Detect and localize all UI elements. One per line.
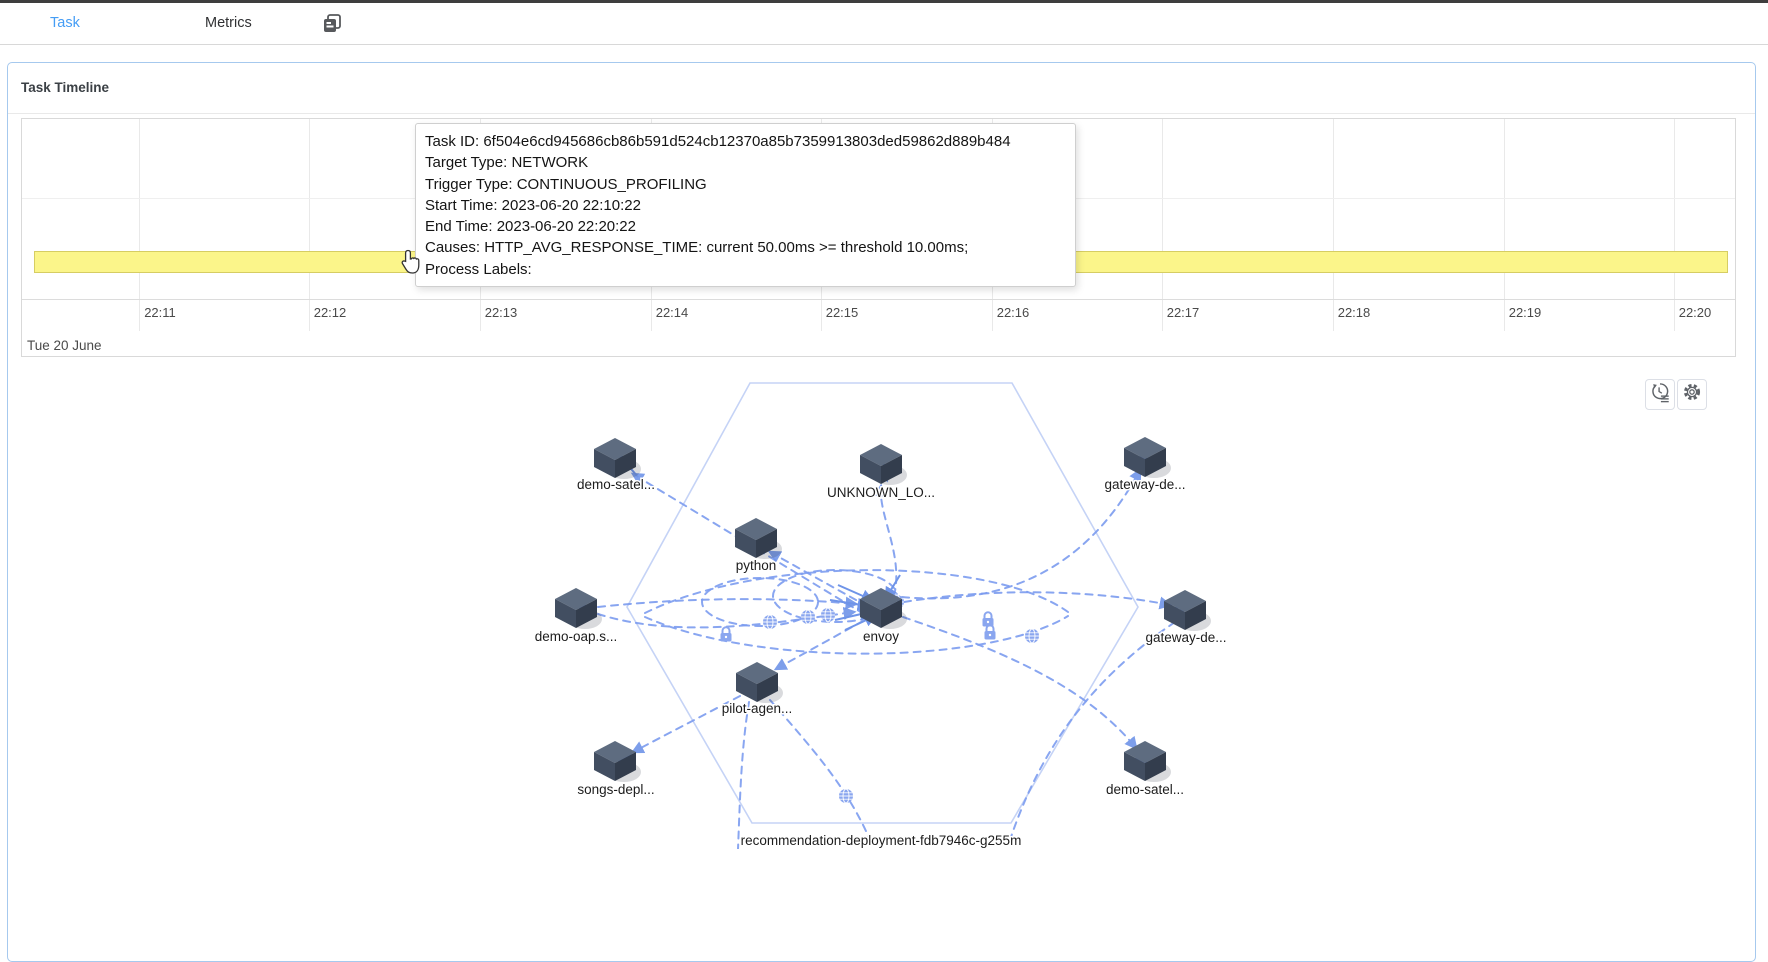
globe-icon: [838, 788, 854, 804]
tooltip-start-time: Start Time: 2023-06-20 22:10:22: [425, 196, 641, 214]
topology-edges: [597, 467, 1176, 849]
node-label: demo-satel...: [577, 477, 655, 492]
tooltip-task-id: Task ID: 6f504e6cd945686cb86b591d524cb12…: [425, 133, 1011, 150]
node-songs-deployment[interactable]: [594, 741, 641, 782]
topology-history-button[interactable]: [1645, 379, 1675, 410]
node-gateway-tr[interactable]: [1124, 437, 1171, 478]
axis-date-label: Tue 20 June: [27, 338, 102, 353]
node-label-recommendation: recommendation-deployment-fdb7946c-g255m: [741, 833, 1022, 848]
tooltip-end-time: End Time: 2023-06-20 22:20:22: [425, 218, 636, 236]
gridline: [1162, 119, 1163, 331]
service-boundary-hexagon: [626, 382, 1139, 824]
tab-metrics[interactable]: Metrics: [205, 15, 252, 31]
node-label: envoy: [863, 629, 899, 644]
hand-cursor-icon: [400, 249, 422, 280]
panel-divider: [8, 113, 1755, 114]
gridline: [139, 119, 140, 331]
axis-tick: 22:13: [484, 305, 518, 320]
gear-icon: [1681, 381, 1703, 408]
node-demo-oap[interactable]: [555, 588, 602, 629]
gridline: [1674, 119, 1675, 331]
gridline: [1504, 119, 1505, 331]
node-label: pilot-agen...: [722, 701, 793, 716]
axis-tick: 22:18: [1337, 305, 1371, 320]
node-label: python: [736, 558, 777, 573]
window-top-edge: [0, 0, 1768, 3]
axis-tick: 22:17: [1166, 305, 1200, 320]
tab-task[interactable]: Task: [50, 15, 80, 31]
axis-tick: 22:15: [825, 305, 859, 320]
globe-icon: [762, 614, 778, 630]
axis-tick: 22:20: [1678, 305, 1712, 320]
node-label: gateway-de...: [1145, 630, 1226, 645]
tooltip-target-type: Target Type: NETWORK: [425, 154, 589, 172]
node-envoy[interactable]: [860, 588, 907, 629]
lock-icon: [983, 624, 997, 641]
time-axis-line: [22, 299, 1735, 300]
history-icon: [1649, 381, 1671, 408]
node-pilot-agent[interactable]: [736, 662, 783, 703]
tooltip-process-labels: Process Labels:: [425, 260, 532, 278]
axis-tick: 22:14: [655, 305, 689, 320]
globe-icon: [800, 609, 816, 625]
lock-icon: [719, 626, 733, 643]
node-label: gateway-de...: [1104, 477, 1185, 492]
node-demo-satel-tl[interactable]: [594, 438, 641, 479]
axis-tick: 22:19: [1508, 305, 1542, 320]
node-python[interactable]: [735, 518, 782, 559]
node-label: demo-oap.s...: [535, 629, 618, 644]
topology-node-labels: demo-satel... UNKNOWN_LO... gateway-de..…: [533, 476, 1228, 850]
node-demo-satel-br[interactable]: [1124, 741, 1171, 782]
globe-icon: [820, 607, 836, 623]
task-tooltip: Task ID: 6f504e6cd945686cb86b591d524cb12…: [415, 123, 1076, 287]
globe-icon: [1024, 628, 1040, 644]
tab-bar: Task Metrics: [0, 3, 1768, 45]
topology-graph: demo-satel... UNKNOWN_LO... gateway-de..…: [533, 382, 1228, 850]
lock-icon: [981, 611, 995, 628]
tooltip-causes: Causes: HTTP_AVG_RESPONSE_TIME: current …: [425, 239, 969, 257]
gridline: [1333, 119, 1334, 331]
topology-settings-button[interactable]: [1677, 379, 1707, 410]
report-copy-icon[interactable]: [320, 12, 344, 40]
panel-title: Task Timeline: [21, 80, 110, 95]
node-label: demo-satel...: [1106, 782, 1184, 797]
axis-tick: 22:16: [996, 305, 1030, 320]
tooltip-trigger-type: Trigger Type: CONTINUOUS_PROFILING: [425, 175, 707, 193]
axis-tick: 22:12: [313, 305, 347, 320]
node-unknown-local[interactable]: [860, 444, 907, 485]
node-label: songs-depl...: [577, 782, 654, 797]
gridline: [309, 119, 310, 331]
axis-tick: 22:11: [144, 305, 176, 320]
node-label: UNKNOWN_LO...: [827, 485, 935, 500]
